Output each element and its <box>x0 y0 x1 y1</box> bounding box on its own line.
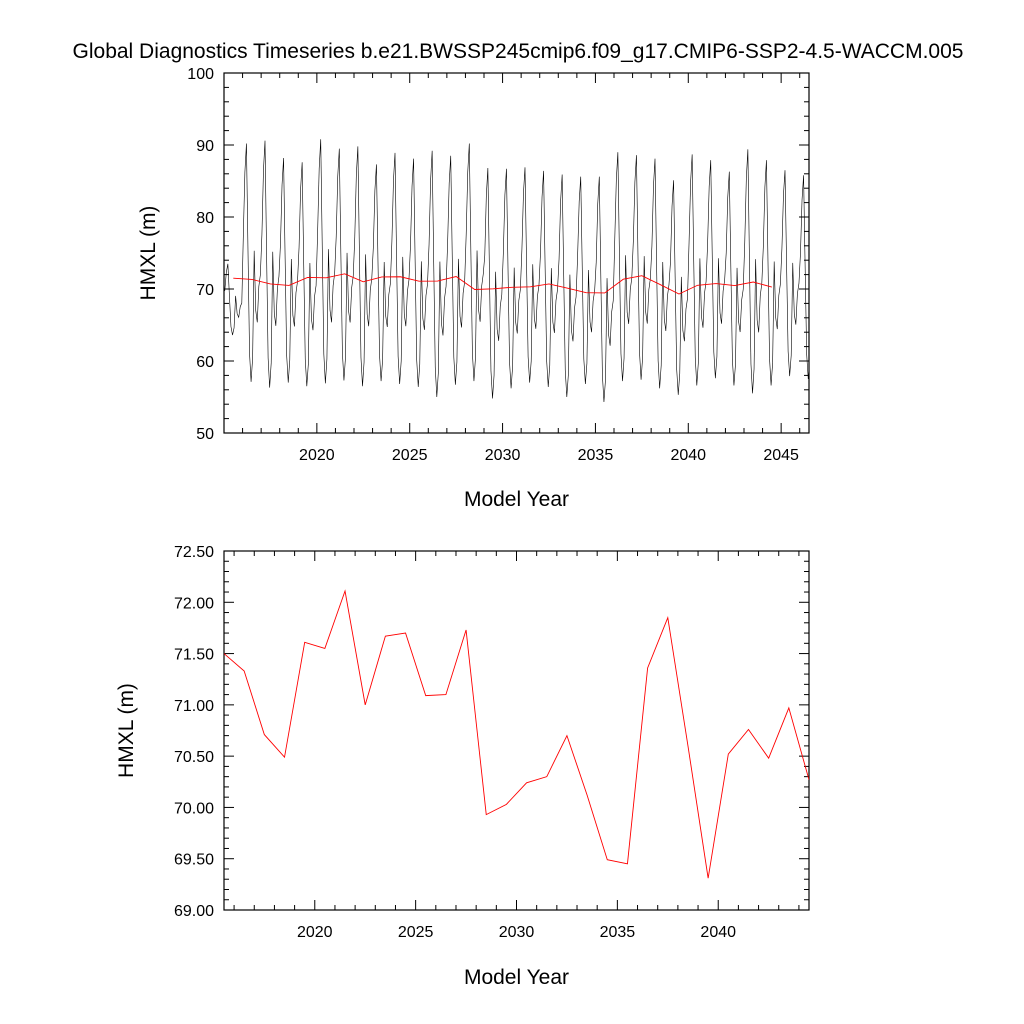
y-tick-label: 50 <box>196 426 214 443</box>
y-tick-label: 69.00 <box>174 903 214 920</box>
plot-frame <box>223 550 810 911</box>
figure-title: Global Diagnostics Timeseries b.e21.BWSS… <box>73 40 964 63</box>
x-tick-label: 2025 <box>392 447 428 464</box>
y-tick-label: 70.50 <box>174 749 214 766</box>
bottom-panel: 2020 2025 2030 2035 2040 69.00 69.50 70.00 70.50… <box>115 544 810 989</box>
y-axis-title: HMXL (m) <box>115 683 138 778</box>
y-tick-label: 80 <box>196 210 214 227</box>
x-tick-label: 2045 <box>763 447 799 464</box>
annual-mean-line <box>224 589 809 879</box>
y-axis-title: HMXL (m) <box>137 206 160 301</box>
monthly-series-line <box>224 139 809 403</box>
y-tick-label: 72.50 <box>174 544 214 561</box>
x-axis-title: Model Year <box>464 488 569 511</box>
y-tick-label: 71.00 <box>174 698 214 715</box>
x-tick-label: 2040 <box>670 447 706 464</box>
x-tick-label: 2025 <box>398 924 434 941</box>
y-tick-label: 70 <box>196 282 214 299</box>
y-tick-label: 60 <box>196 354 214 371</box>
top-panel: 2020 2025 2030 2035 2040 2045 50 60 70 80 90 100 Mod… <box>137 66 810 511</box>
y-tick-label: 90 <box>196 138 214 155</box>
plot-frame <box>223 72 810 434</box>
x-tick-label: 2035 <box>600 924 636 941</box>
y-tick-label: 69.50 <box>174 852 214 869</box>
y-tick-label: 71.50 <box>174 647 214 664</box>
x-tick-label: 2030 <box>499 924 535 941</box>
x-tick-label: 2035 <box>578 447 614 464</box>
annual-mean-line <box>233 273 772 295</box>
y-tick-label: 100 <box>187 66 214 83</box>
x-tick-label: 2020 <box>299 447 335 464</box>
x-tick-label: 2020 <box>297 924 333 941</box>
x-axis-title: Model Year <box>464 966 569 989</box>
x-tick-label: 2040 <box>700 924 736 941</box>
y-tick-label: 70.00 <box>174 800 214 817</box>
x-tick-label: 2030 <box>485 447 521 464</box>
y-tick-label: 72.00 <box>174 595 214 612</box>
